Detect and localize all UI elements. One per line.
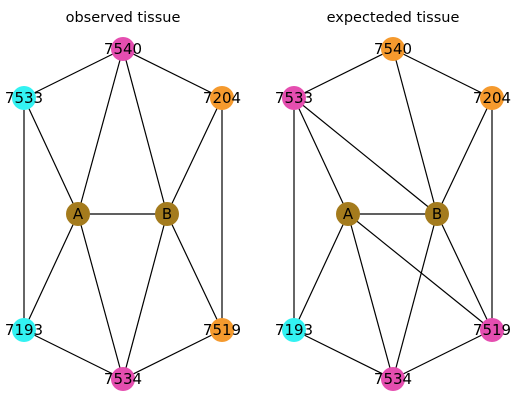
observed-edge-7540-7533 (23, 48, 124, 99)
expected-edge-7204-B (436, 97, 493, 215)
observed-node-label-7519: 7519 (203, 321, 241, 339)
expected-node-7540: 7540 (374, 37, 412, 61)
observed-edge-7540-7204 (122, 48, 223, 99)
observed-edge-7193-7534 (23, 329, 124, 380)
expected-node-B: B (425, 202, 449, 226)
expected-tissue-panel: expecteded tissue 7540 7533 7204 A B 7193 7519… (275, 10, 511, 391)
observed-node-label-B: B (162, 205, 172, 223)
expected-node-7204: 7204 (473, 86, 511, 110)
observed-node-label-7193: 7193 (5, 321, 43, 339)
expected-node-label-7193: 7193 (275, 321, 313, 339)
observed-edge-7540-A (77, 48, 124, 215)
observed-edge-7540-B (122, 48, 168, 215)
observed-nodes: 7540 7533 7204 A B 7193 7519 7534 (5, 37, 241, 391)
expected-node-circle-7519 (480, 318, 504, 342)
expected-edge-7540-7533 (293, 48, 394, 99)
expected-node-A: A (336, 202, 360, 226)
observed-edge-A-7193 (23, 213, 79, 331)
observed-edge-B-7534 (122, 213, 168, 380)
observed-node-label-7533: 7533 (5, 89, 43, 107)
expected-edges (293, 48, 493, 380)
expected-node-7193: 7193 (275, 318, 313, 342)
observed-edge-B-7519 (166, 213, 223, 331)
observed-node-circle-7193 (12, 318, 36, 342)
observed-node-circle-7540 (111, 37, 135, 61)
expected-node-circle-7540 (381, 37, 405, 61)
expected-edge-7540-B (392, 48, 438, 215)
observed-node-label-7534: 7534 (104, 370, 142, 388)
observed-node-circle-A (66, 202, 90, 226)
expected-node-label-B: B (432, 205, 442, 223)
expected-node-7533: 7533 (275, 86, 313, 110)
observed-edges (23, 48, 223, 380)
expected-edge-A-7519 (347, 213, 493, 331)
expected-edge-7193-7534 (293, 329, 394, 380)
observed-node-7204: 7204 (203, 86, 241, 110)
expected-edge-B-7534 (392, 213, 438, 380)
expected-node-label-7534: 7534 (374, 370, 412, 388)
expected-tissue-title: expecteded tissue (327, 10, 460, 26)
observed-node-B: B (155, 202, 179, 226)
observed-edge-A-7534 (77, 213, 124, 380)
observed-node-label-7540: 7540 (104, 40, 142, 58)
observed-edge-7204-B (166, 97, 223, 215)
observed-node-circle-B (155, 202, 179, 226)
expected-node-circle-B (425, 202, 449, 226)
expected-node-7519: 7519 (473, 318, 511, 342)
observed-node-circle-7519 (210, 318, 234, 342)
expected-node-label-A: A (343, 205, 354, 223)
expected-edge-B-7519 (436, 213, 493, 331)
expected-edge-7533-B (293, 97, 438, 215)
expected-node-circle-7204 (480, 86, 504, 110)
expected-node-circle-7533 (282, 86, 306, 110)
observed-node-7540: 7540 (104, 37, 142, 61)
observed-edge-7533-A (23, 97, 79, 215)
expected-edge-A-7534 (347, 213, 394, 380)
observed-node-7519: 7519 (203, 318, 241, 342)
observed-node-circle-7204 (210, 86, 234, 110)
expected-edge-A-7193 (293, 213, 349, 331)
expected-edge-7533-A (293, 97, 349, 215)
expected-nodes: 7540 7533 7204 A B 7193 7519 7534 (275, 37, 511, 391)
expected-node-label-7204: 7204 (473, 89, 511, 107)
expected-node-circle-7193 (282, 318, 306, 342)
expected-node-7534: 7534 (374, 367, 412, 391)
observed-node-A: A (66, 202, 90, 226)
observed-node-circle-7533 (12, 86, 36, 110)
expected-node-circle-7534 (381, 367, 405, 391)
observed-tissue-title: observed tissue (66, 10, 181, 26)
expected-node-label-7533: 7533 (275, 89, 313, 107)
observed-node-label-7204: 7204 (203, 89, 241, 107)
observed-edge-7519-7534 (122, 329, 223, 380)
observed-node-7534: 7534 (104, 367, 142, 391)
expected-node-label-7540: 7540 (374, 40, 412, 58)
expected-edge-7519-7534 (392, 329, 493, 380)
expected-node-circle-A (336, 202, 360, 226)
observed-node-7193: 7193 (5, 318, 43, 342)
observed-node-7533: 7533 (5, 86, 43, 110)
expected-edge-7540-7204 (392, 48, 493, 99)
observed-node-label-A: A (73, 205, 84, 223)
expected-node-label-7519: 7519 (473, 321, 511, 339)
observed-node-circle-7534 (111, 367, 135, 391)
